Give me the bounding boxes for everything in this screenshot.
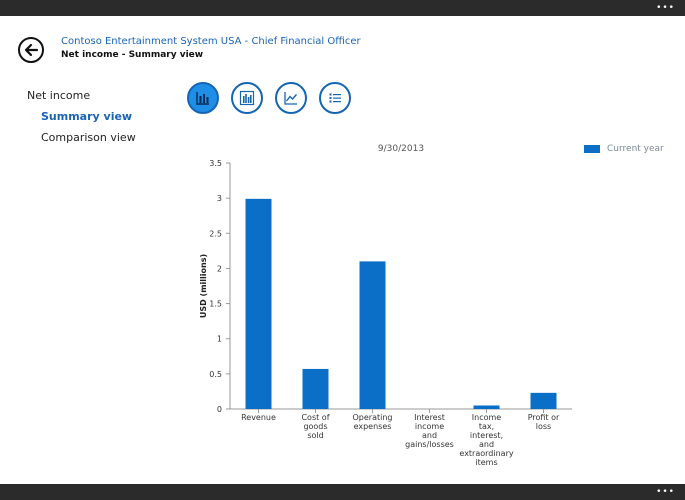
- top-app-bar: •••: [0, 0, 685, 16]
- more-options-icon[interactable]: •••: [656, 487, 675, 497]
- x-tick-label: Cost of: [301, 413, 329, 422]
- arrow-left-icon: [24, 43, 39, 57]
- page-title: Contoso Entertainment System USA - Chief…: [61, 36, 361, 47]
- x-tick-label: and: [479, 440, 494, 449]
- y-tick-label: 0.5: [209, 370, 222, 379]
- chart-title: 9/30/2013: [378, 144, 424, 154]
- y-axis-label: USD (millions): [199, 254, 208, 318]
- x-tick-label: tax,: [479, 422, 494, 431]
- bar-5: [530, 392, 557, 409]
- x-tick-label: Profit or: [528, 413, 560, 422]
- x-tick-label: Operating: [353, 413, 393, 422]
- line-chart-icon: [284, 92, 298, 105]
- x-tick-label: expenses: [354, 422, 392, 431]
- line-chart-view-button[interactable]: [275, 82, 307, 114]
- x-tick-label: interest,: [470, 431, 503, 440]
- x-tick-label: loss: [536, 422, 551, 431]
- bar-0: [245, 198, 272, 409]
- y-tick-label: 3.5: [209, 159, 222, 168]
- y-tick-label: 1.5: [209, 300, 222, 309]
- x-tick-label: Interest: [414, 413, 445, 422]
- list-icon: [329, 93, 341, 103]
- more-options-icon[interactable]: •••: [656, 3, 675, 13]
- bar-chart-view-button[interactable]: [187, 82, 219, 114]
- legend-label: Current year: [607, 144, 664, 154]
- back-button[interactable]: [18, 37, 44, 63]
- x-tick-label: items: [475, 458, 497, 467]
- y-tick-label: 0: [217, 405, 222, 414]
- bottom-app-bar: •••: [0, 484, 685, 500]
- y-tick-label: 3: [217, 194, 222, 203]
- x-tick-label: gains/losses: [405, 440, 454, 449]
- grouped-bar-chart-view-button[interactable]: [231, 82, 263, 114]
- page-subtitle: Net income - Summary view: [61, 50, 204, 60]
- chart-legend: Current year: [584, 144, 664, 154]
- y-tick-label: 2.5: [209, 229, 222, 238]
- x-tick-label: goods: [303, 422, 327, 431]
- nav-item-comparison-view[interactable]: Comparison view: [41, 131, 136, 144]
- x-tick-label: Revenue: [241, 413, 276, 422]
- nav-section-net-income[interactable]: Net income: [27, 89, 91, 102]
- y-tick-label: 2: [217, 264, 222, 273]
- x-tick-label: sold: [307, 431, 323, 440]
- bar-1: [302, 368, 329, 409]
- bar-4: [473, 405, 500, 409]
- x-tick-label: extraordinary: [459, 449, 513, 458]
- x-tick-label: Income: [472, 413, 502, 422]
- bar-chart-icon: [196, 92, 209, 105]
- bar-2: [359, 261, 386, 409]
- y-tick-label: 1: [217, 335, 222, 344]
- grouped-bar-chart-icon: [239, 90, 255, 106]
- list-view-button[interactable]: [319, 82, 351, 114]
- nav-item-summary-view[interactable]: Summary view: [41, 110, 133, 123]
- x-tick-label: and: [422, 431, 437, 440]
- net-income-bar-chart: 9/30/2013 USD (millions) 0 0.5 1 1.5 2 2.5 3 3.5 R…: [199, 144, 572, 467]
- x-tick-label: income: [415, 422, 444, 431]
- legend-swatch: [584, 145, 600, 153]
